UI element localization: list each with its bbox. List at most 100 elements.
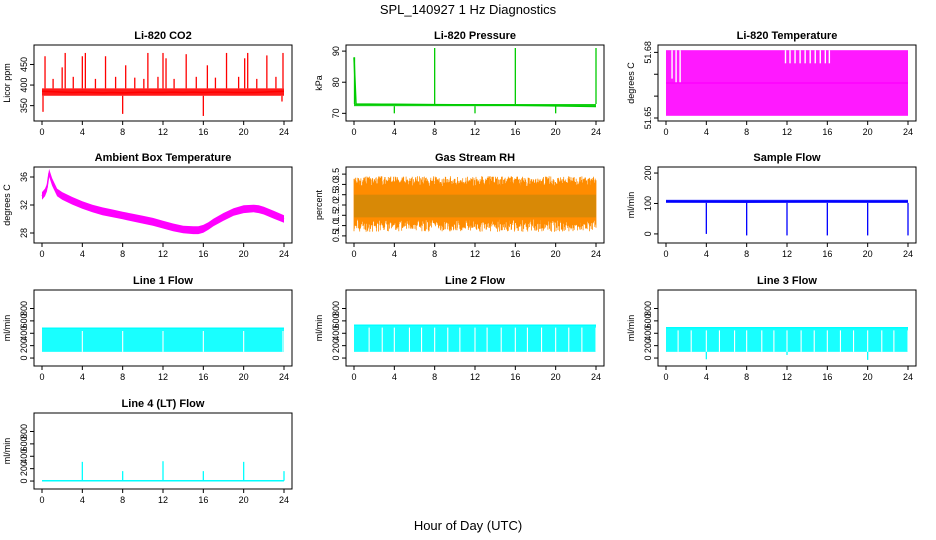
y-tick-label: 800 xyxy=(643,301,653,316)
y-axis-label: ml/min xyxy=(2,315,12,342)
y-tick-label: 36 xyxy=(19,172,29,182)
x-tick-label: 20 xyxy=(551,127,561,137)
x-tick-label: 20 xyxy=(239,249,249,259)
y-tick-label: 3.0 xyxy=(331,178,341,191)
series-line xyxy=(665,200,908,203)
x-tick-label: 8 xyxy=(432,127,437,137)
x-tick-label: 4 xyxy=(80,127,85,137)
data-layer xyxy=(41,168,285,235)
y-tick-label: 2.5 xyxy=(331,188,341,201)
x-tick-label: 12 xyxy=(782,372,792,382)
x-tick-label: 12 xyxy=(470,249,480,259)
x-tick-label: 24 xyxy=(591,249,601,259)
x-tick-label: 16 xyxy=(822,127,832,137)
x-tick-label: 12 xyxy=(158,372,168,382)
x-tick-label: 4 xyxy=(80,372,85,382)
x-tick-label: 20 xyxy=(551,372,561,382)
x-tick-label: 4 xyxy=(392,372,397,382)
y-tick-label: 51.68 xyxy=(643,41,653,64)
x-tick-label: 20 xyxy=(863,249,873,259)
x-tick-label: 20 xyxy=(239,127,249,137)
x-tick-label: 16 xyxy=(822,249,832,259)
y-axis-label: ml/min xyxy=(626,192,636,219)
x-tick-label: 8 xyxy=(432,249,437,259)
series-core xyxy=(354,194,596,218)
x-tick-label: 4 xyxy=(704,249,709,259)
x-tick-label: 16 xyxy=(510,372,520,382)
chart-title: Li-820 Pressure xyxy=(434,30,516,42)
y-tick-label: 200 xyxy=(643,338,653,353)
x-tick-label: 20 xyxy=(239,495,249,505)
y-axis-label: ml/min xyxy=(2,438,12,465)
y-tick-label: 0.5 xyxy=(331,230,341,243)
x-tick-label: 8 xyxy=(120,495,125,505)
y-tick-label: 2.0 xyxy=(331,199,341,212)
y-tick-label: 400 xyxy=(19,326,29,341)
y-tick-label: 0 xyxy=(19,356,29,361)
chart-panel-4: Ambient Box Temperature degrees C 0 4 8 12 16 2… xyxy=(2,152,293,259)
y-tick-label: 400 xyxy=(643,326,653,341)
x-tick-label: 12 xyxy=(470,127,480,137)
x-tick-label: 20 xyxy=(239,372,249,382)
x-tick-label: 8 xyxy=(120,249,125,259)
y-tick-label: 400 xyxy=(19,78,29,93)
y-tick-label: 600 xyxy=(643,313,653,328)
data-layer xyxy=(353,176,597,232)
x-tick-label: 12 xyxy=(470,372,480,382)
x-tick-label: 16 xyxy=(198,372,208,382)
y-axis-label: Licor ppm xyxy=(2,63,12,103)
y-tick-label: 0 xyxy=(19,479,29,484)
x-tick-label: 0 xyxy=(351,372,356,382)
x-tick-label: 16 xyxy=(510,127,520,137)
chart-panel-7: Line 1 Flow ml/min 0 4 8 12 16 20 24 0 20040060080… xyxy=(2,275,293,382)
chart-panel-8: Line 2 Flow ml/min 0 4 8 12 16 20 24 0 20040060080… xyxy=(314,275,605,382)
y-tick-label: 600 xyxy=(19,313,29,328)
y-tick-label: 80 xyxy=(331,77,341,87)
chart-title: Line 2 Flow xyxy=(445,275,505,287)
y-tick-label: 100 xyxy=(643,196,653,211)
x-tick-label: 0 xyxy=(39,372,44,382)
y-tick-label: 0 xyxy=(331,356,341,361)
x-tick-label: 0 xyxy=(663,372,668,382)
y-tick-label: 32 xyxy=(19,200,29,210)
y-tick-label: 800 xyxy=(19,301,29,316)
data-layer xyxy=(354,324,597,352)
x-tick-label: 12 xyxy=(158,127,168,137)
chart-title: Gas Stream RH xyxy=(435,152,515,164)
x-tick-label: 16 xyxy=(198,127,208,137)
x-tick-label: 4 xyxy=(392,249,397,259)
chart-panel-3: Li-820 Temperature degrees C 0 4 8 12 16 20 24 51… xyxy=(626,30,917,137)
chart-title: Li-820 Temperature xyxy=(737,30,838,42)
y-axis-label: ml/min xyxy=(626,315,636,342)
y-axis-label: degrees C xyxy=(2,184,12,226)
x-tick-label: 0 xyxy=(39,495,44,505)
chart-title: Ambient Box Temperature xyxy=(95,152,232,164)
x-tick-label: 4 xyxy=(392,127,397,137)
x-tick-label: 4 xyxy=(80,495,85,505)
data-layer xyxy=(42,461,285,482)
y-tick-label: 200 xyxy=(331,338,341,353)
y-tick-label: 400 xyxy=(331,326,341,341)
x-tick-label: 4 xyxy=(80,249,85,259)
y-tick-label: 90 xyxy=(331,46,341,56)
x-tick-label: 20 xyxy=(551,249,561,259)
y-tick-label: 51.65 xyxy=(643,107,653,130)
page-title: SPL_140927 1 Hz Diagnostics xyxy=(379,2,557,17)
y-tick-label: 200 xyxy=(643,166,653,181)
y-tick-label: 70 xyxy=(331,108,341,118)
x-tick-label: 12 xyxy=(158,495,168,505)
data-layer xyxy=(666,50,908,116)
chart-title: Li-820 CO2 xyxy=(134,30,191,42)
y-axis-label: ml/min xyxy=(314,315,324,342)
data-layer xyxy=(353,48,597,114)
x-tick-label: 0 xyxy=(39,249,44,259)
y-tick-label: 800 xyxy=(331,301,341,316)
x-tick-label: 12 xyxy=(782,127,792,137)
series-line xyxy=(41,90,285,94)
x-tick-label: 8 xyxy=(744,249,749,259)
data-layer xyxy=(665,199,909,236)
chart-panel-9: Line 3 Flow ml/min 0 4 8 12 16 20 24 0 20040060080… xyxy=(626,275,917,382)
x-tick-label: 0 xyxy=(663,249,668,259)
x-tick-label: 0 xyxy=(663,127,668,137)
